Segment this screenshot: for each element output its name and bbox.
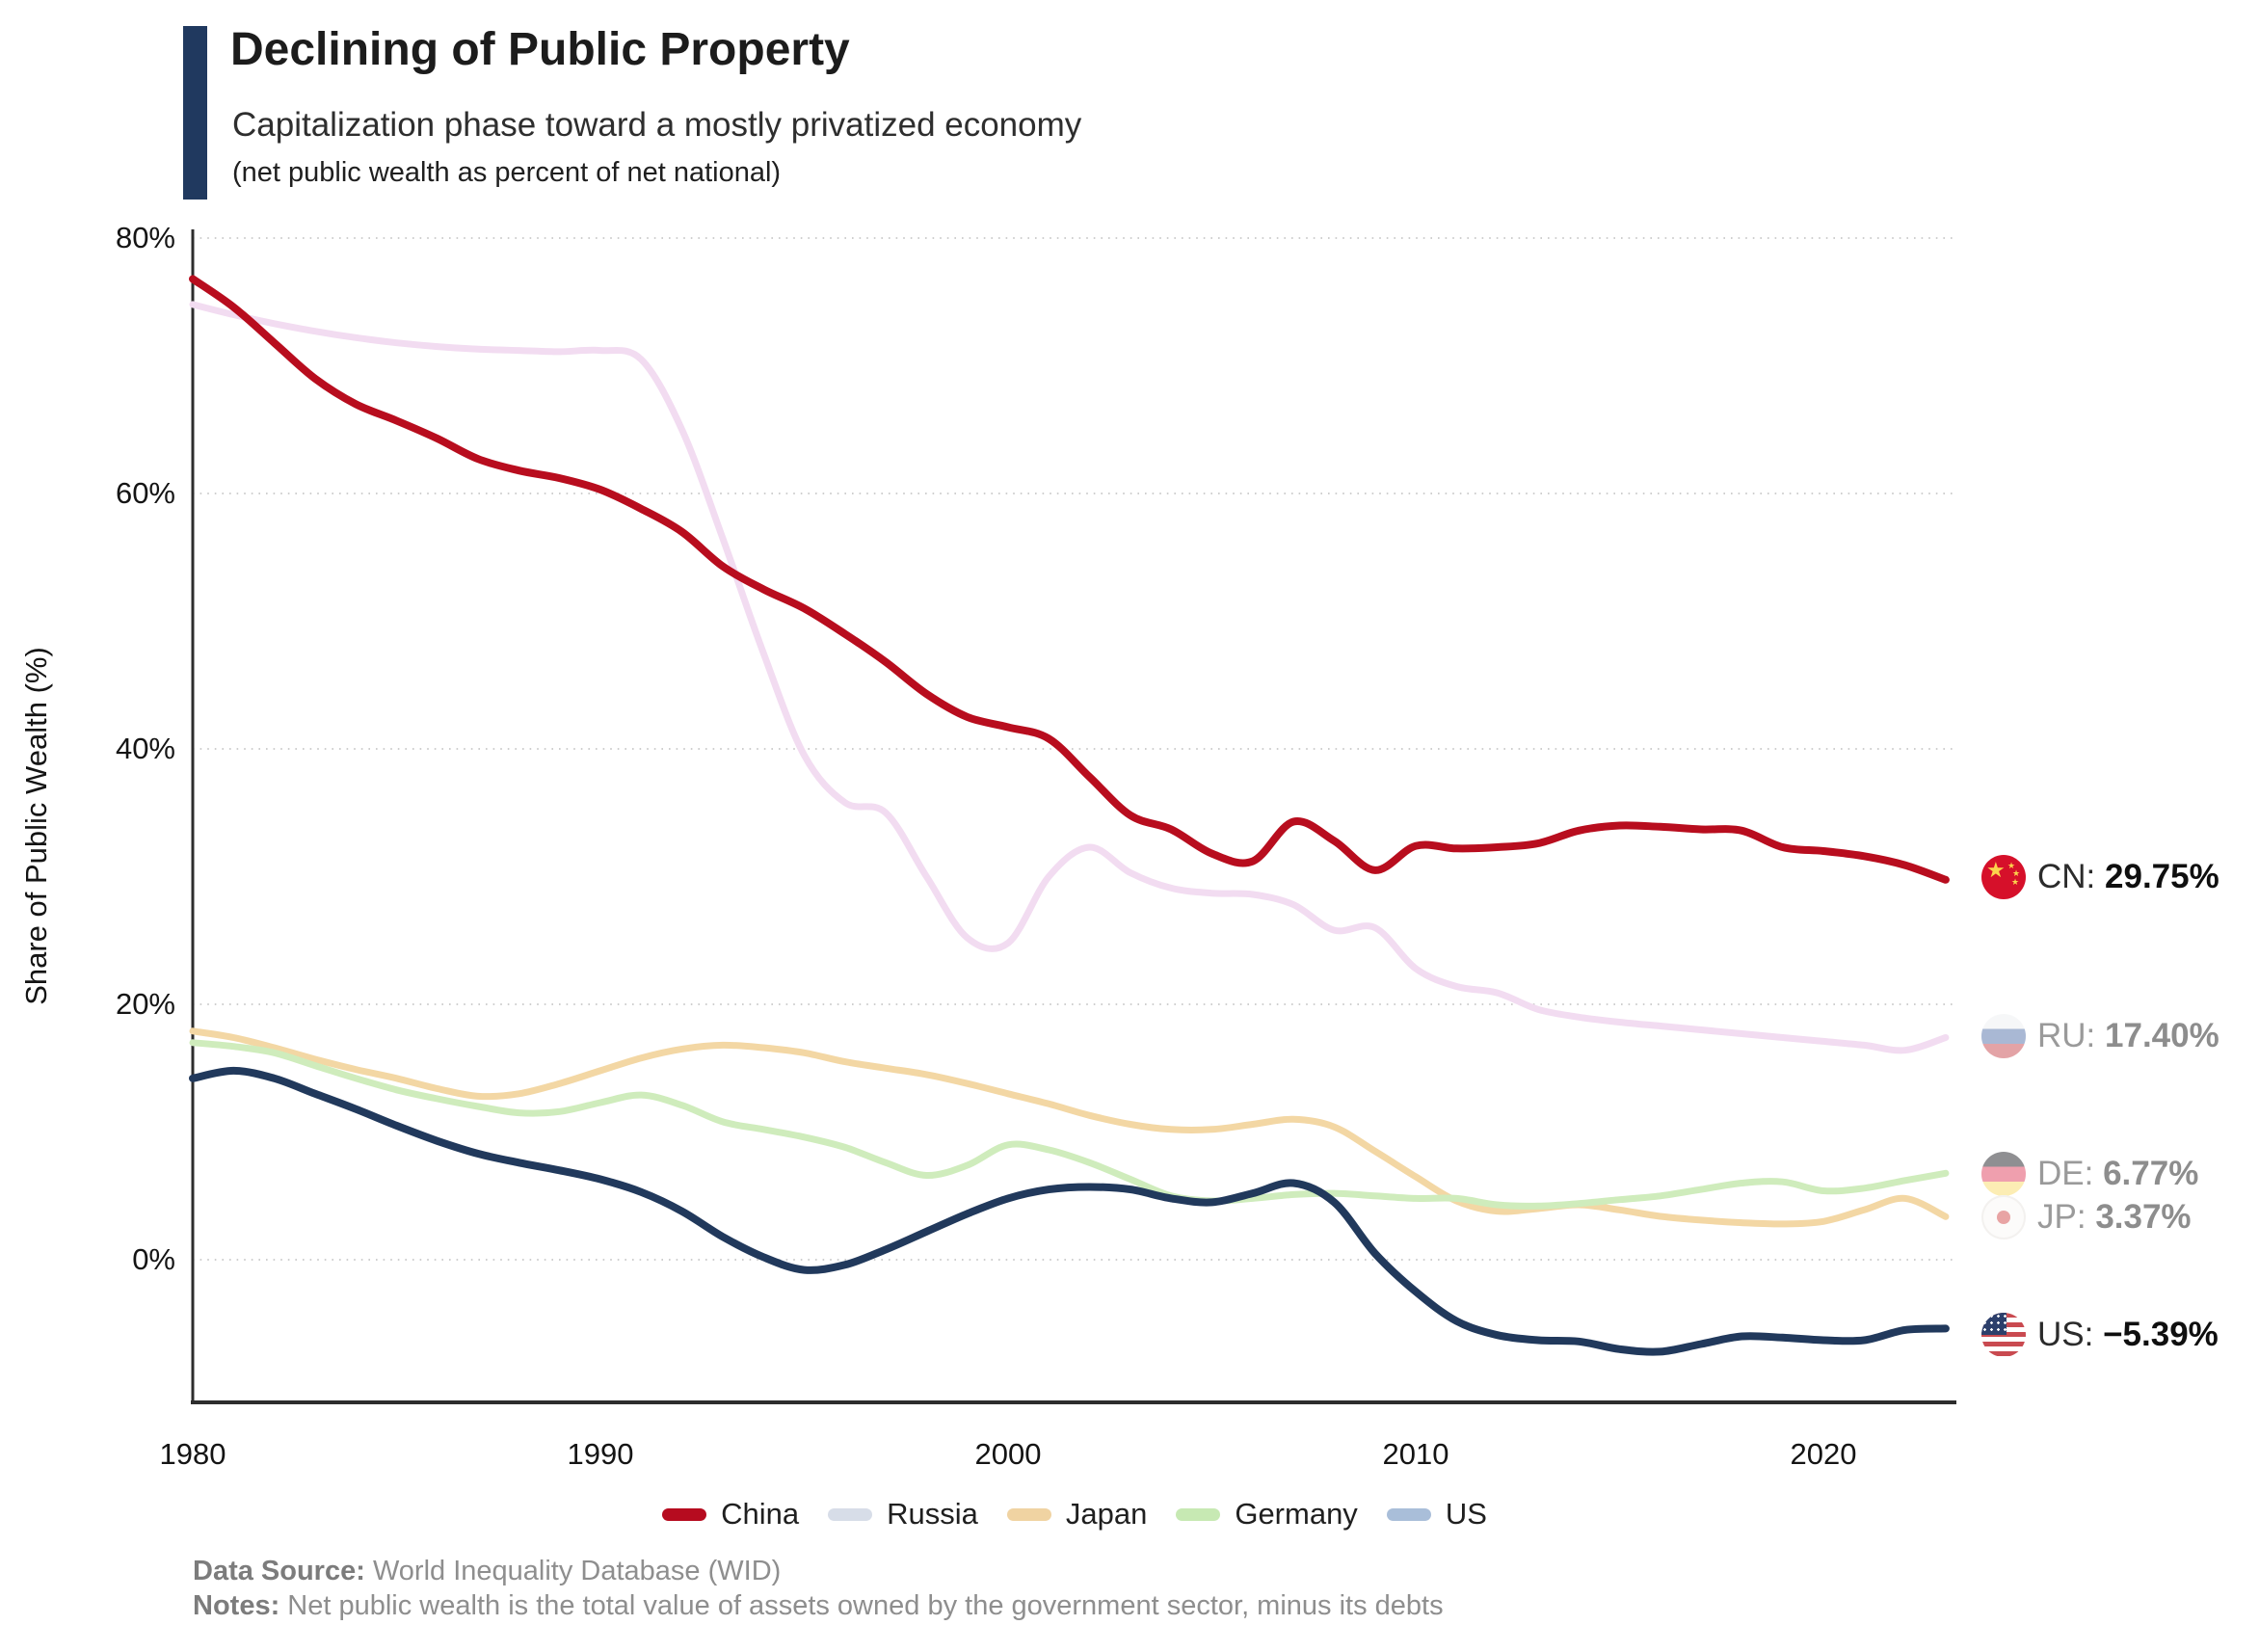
end-label-us: US: −5.39% xyxy=(1981,1310,2259,1360)
legend-label: US xyxy=(1445,1497,1487,1531)
russia-flag-icon xyxy=(1981,1014,2026,1058)
x-tick-2010: 2010 xyxy=(1382,1437,1449,1471)
x-tick-2020: 2020 xyxy=(1790,1437,1857,1471)
end-label-code: DE: xyxy=(2037,1155,2094,1192)
legend-label: China xyxy=(721,1497,800,1531)
legend: China Russia Japan Germany US xyxy=(193,1492,1956,1536)
legend-item-germany: Germany xyxy=(1176,1497,1358,1532)
legend-swatch-russia xyxy=(828,1507,873,1521)
data-source-text: World Inequality Database (WID) xyxy=(364,1556,782,1586)
y-tick-60: 60% xyxy=(115,476,175,510)
end-label-russia: RU: 17.40% xyxy=(1981,1011,2259,1061)
y-tick-80: 80% xyxy=(115,221,175,254)
legend-label: Japan xyxy=(1065,1497,1148,1531)
notes-text: Net public wealth is the total value of … xyxy=(279,1590,1444,1621)
end-label-code: CN: xyxy=(2037,858,2096,895)
us-flag-icon xyxy=(1981,1313,2026,1357)
legend-item-us: US xyxy=(1386,1497,1487,1532)
end-label-code: RU: xyxy=(2037,1017,2096,1054)
japan-flag-icon xyxy=(1981,1195,2026,1239)
germany-flag-icon xyxy=(1981,1152,2026,1196)
china-flag-icon: ★ ★ ★ ★ xyxy=(1981,855,2026,899)
legend-label: Germany xyxy=(1235,1497,1358,1531)
x-tick-1990: 1990 xyxy=(567,1437,634,1471)
end-label-value: 3.37% xyxy=(2095,1198,2192,1236)
x-tick-1980: 1980 xyxy=(159,1437,226,1471)
end-label-value: 29.75% xyxy=(2105,858,2219,895)
legend-label: Russia xyxy=(887,1497,978,1531)
end-label-value: 17.40% xyxy=(2105,1017,2219,1054)
y-tick-40: 40% xyxy=(115,732,175,765)
end-label-value: 6.77% xyxy=(2103,1155,2199,1192)
legend-swatch-china xyxy=(662,1507,707,1521)
end-label-china: ★ ★ ★ ★ CN: 29.75% xyxy=(1981,852,2259,902)
page-title: Declining of Public Property xyxy=(230,24,850,75)
page-subtitle: Capitalization phase toward a mostly pri… xyxy=(232,106,1082,144)
y-tick-0: 0% xyxy=(132,1242,175,1276)
data-source-label: Data Source: xyxy=(193,1556,365,1586)
end-label-code: US: xyxy=(2037,1316,2094,1353)
notes: Notes: Net public wealth is the total va… xyxy=(193,1588,1444,1623)
end-label-japan: JP: 3.37% xyxy=(1981,1192,2259,1242)
end-label-germany: DE: 6.77% xyxy=(1981,1149,2259,1199)
x-tick-2000: 2000 xyxy=(974,1437,1042,1471)
legend-swatch-us xyxy=(1386,1507,1431,1521)
end-label-code: JP: xyxy=(2037,1198,2086,1236)
y-tick-20: 20% xyxy=(115,987,175,1021)
legend-item-russia: Russia xyxy=(828,1497,978,1532)
legend-swatch-germany xyxy=(1176,1507,1221,1521)
legend-item-china: China xyxy=(662,1497,799,1532)
legend-item-japan: Japan xyxy=(1006,1497,1148,1532)
notes-label: Notes: xyxy=(193,1590,280,1621)
end-label-value: −5.39% xyxy=(2103,1316,2219,1353)
title-accent-bar xyxy=(183,26,207,200)
measure-note: (net public wealth as percent of net nat… xyxy=(232,157,782,188)
legend-swatch-japan xyxy=(1006,1507,1051,1521)
data-source-note: Data Source: World Inequality Database (… xyxy=(193,1554,781,1588)
